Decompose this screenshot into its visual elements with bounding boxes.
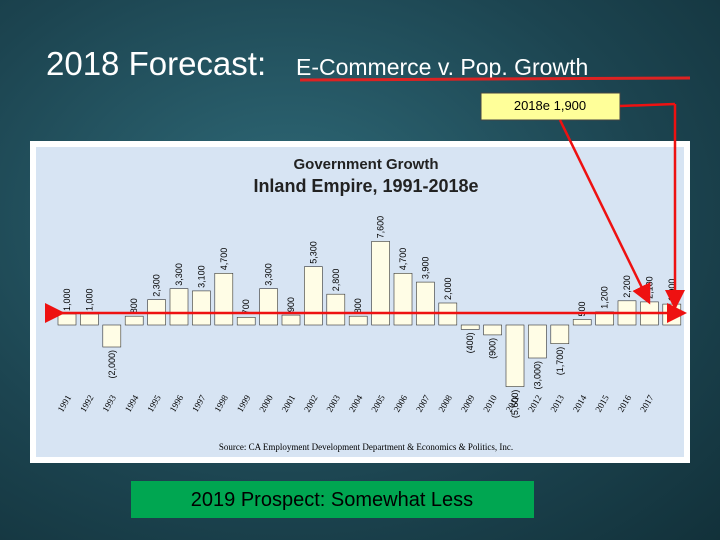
bar [214, 272, 234, 326]
bar [528, 324, 547, 359]
bar [57, 313, 77, 326]
bar [281, 314, 301, 326]
callout-arrow [558, 119, 651, 305]
bar [259, 288, 278, 326]
value-label: 3,300 [264, 263, 274, 286]
value-label: (3,000) [532, 361, 542, 390]
bar [236, 316, 256, 326]
value-label: 1,900 [667, 279, 677, 302]
bar [80, 313, 99, 326]
value-label: 4,700 [219, 248, 229, 271]
bar [662, 303, 682, 326]
bar [304, 266, 323, 326]
value-label: 4,700 [398, 248, 408, 271]
bar [192, 290, 211, 326]
bar [102, 324, 122, 348]
value-label: 1,000 [84, 288, 94, 311]
value-label: 2,800 [331, 269, 341, 292]
value-label: (5,600) [510, 390, 520, 419]
value-label: 800 [353, 298, 363, 313]
bar [483, 324, 502, 336]
callout-line [619, 102, 676, 108]
bar [348, 315, 368, 326]
bar [550, 324, 570, 345]
bar [505, 324, 525, 387]
chart-title: Government Growth [293, 156, 438, 173]
bar [393, 272, 413, 326]
value-label: (1,700) [555, 347, 565, 376]
source: Source: CA Employment Development Depart… [219, 442, 513, 452]
value-label: 800 [129, 298, 139, 313]
value-label: 1,200 [600, 286, 610, 309]
value-label: 3,900 [420, 257, 430, 280]
value-label: 2,300 [152, 274, 162, 297]
value-label: (2,000) [107, 350, 117, 379]
slide-title-rest: E-Commerce v. Pop. Growth [296, 54, 588, 80]
bar [572, 319, 592, 326]
bar [124, 315, 144, 326]
chart-subtitle: Inland Empire, 1991-2018e [253, 176, 478, 196]
value-label: (900) [488, 338, 498, 359]
value-label: (400) [465, 332, 475, 353]
value-label: 5,300 [308, 241, 318, 264]
bar [460, 324, 480, 330]
bar [326, 293, 346, 326]
bar [416, 281, 435, 326]
plot-area [36, 147, 684, 457]
value-label: 1,000 [62, 288, 72, 311]
value-label: 3,100 [196, 265, 206, 288]
prospect-box [131, 481, 534, 518]
prospect-text: 2019 Prospect: Somewhat Less [191, 489, 473, 511]
callout-box [480, 92, 621, 121]
value-label: 900 [286, 297, 296, 312]
callout-text: 2018e 1,900 [514, 98, 586, 113]
value-label: 3,300 [174, 263, 184, 286]
bar [169, 288, 189, 326]
value-label: 2,000 [443, 277, 453, 300]
title-underline [299, 76, 691, 82]
value-label: 7,600 [376, 216, 386, 239]
value-label: 2,200 [622, 275, 632, 298]
slide-title: 2018 Forecast: [46, 45, 266, 82]
